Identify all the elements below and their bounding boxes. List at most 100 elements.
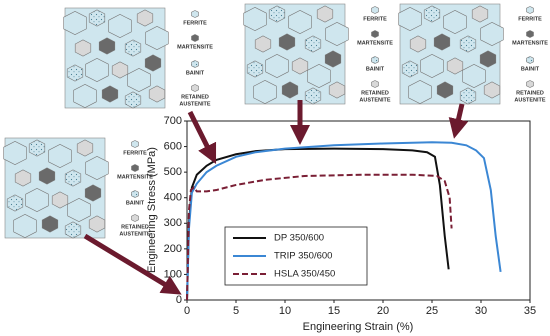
grain: [408, 79, 432, 105]
x-axis-title: Engineering Strain (%): [303, 321, 414, 333]
legend-label: TRIP 350/600: [274, 251, 332, 262]
grain: [291, 57, 309, 75]
y-tick-label: 300: [164, 217, 182, 229]
grain: [483, 81, 501, 99]
grain: [471, 5, 489, 23]
grain: [446, 57, 464, 75]
key-label: MARTENSITE: [177, 44, 213, 50]
key-label: BAINIT: [366, 66, 385, 72]
key-label: FERRITE: [123, 150, 147, 156]
grain: [73, 83, 97, 109]
grain: [64, 169, 82, 187]
grain: [101, 85, 119, 103]
grain: [64, 221, 82, 239]
key-icon: [191, 10, 199, 18]
grain: [136, 9, 154, 27]
key-label: BAINIT: [521, 66, 540, 72]
key-icon: [371, 56, 379, 64]
key-icon: [131, 214, 139, 222]
x-tick-label: 25: [426, 305, 438, 317]
grain: [328, 81, 346, 99]
key-icon: [526, 80, 534, 88]
grain: [253, 79, 277, 105]
key-label: FERRITE: [518, 16, 542, 22]
x-tick-label: 30: [475, 305, 487, 317]
grain: [325, 21, 349, 47]
grain: [66, 64, 84, 82]
x-tick-label: 35: [524, 305, 536, 317]
grain: [67, 197, 91, 223]
grain: [48, 143, 72, 169]
grain: [254, 35, 272, 53]
grain: [124, 91, 142, 109]
key-label: MARTENSITE: [512, 40, 548, 46]
arrows: [83, 100, 469, 295]
grain: [74, 39, 92, 57]
grain: [268, 5, 286, 23]
key-icon: [191, 60, 199, 68]
grain: [144, 54, 162, 72]
arrow: [83, 233, 182, 295]
series-line: [186, 173, 453, 301]
grain: [278, 33, 296, 51]
grain: [111, 61, 129, 79]
grain: [304, 35, 322, 53]
grain: [108, 13, 132, 39]
arrow: [448, 103, 469, 139]
key-icon: [131, 164, 139, 172]
grain: [436, 81, 454, 99]
microstructure-insets: FERRITEMARTENSITEBAINITRETAINEDAUSTENITE…: [3, 3, 548, 239]
grain: [127, 67, 151, 93]
x-tick-label: 20: [377, 305, 389, 317]
y-tick-label: 500: [164, 166, 182, 178]
key-label: AUSTENITE: [179, 101, 211, 107]
key-icon: [191, 84, 199, 92]
key-label: RETAINED: [361, 90, 389, 96]
y-tick-label: 600: [164, 140, 182, 152]
x-tick-label: 15: [328, 305, 340, 317]
grain: [409, 35, 427, 53]
key-icon: [371, 6, 379, 14]
grain: [479, 50, 497, 68]
key-label: FERRITE: [183, 20, 207, 26]
key-label: AUSTENITE: [119, 231, 151, 237]
key-icon: [526, 56, 534, 64]
y-tick-label: 100: [164, 268, 182, 280]
grain: [304, 87, 322, 105]
grain: [420, 53, 444, 79]
grain: [41, 215, 59, 233]
key-label: AUSTENITE: [514, 97, 546, 103]
x-tick-label: 5: [233, 305, 239, 317]
grain: [423, 5, 441, 23]
x-tick-label: 10: [279, 305, 291, 317]
y-axis-title: Engineering Stress (MPa): [146, 147, 158, 273]
key-icon: [131, 140, 139, 148]
key-label: BAINIT: [126, 200, 145, 206]
key-label: RETAINED: [181, 94, 209, 100]
y-tick-label: 0: [176, 294, 182, 306]
grain: [14, 169, 32, 187]
grain: [84, 184, 102, 202]
grain: [88, 215, 106, 233]
key-label: MARTENSITE: [357, 40, 393, 46]
arrow: [187, 110, 217, 165]
grain: [316, 5, 334, 23]
grain: [148, 85, 166, 103]
grain: [462, 63, 486, 89]
key-label: MARTENSITE: [117, 174, 153, 180]
grain: [433, 33, 451, 51]
series-line: [186, 141, 502, 301]
key-icon: [526, 6, 534, 14]
y-tick-label: 200: [164, 243, 182, 255]
grain: [459, 35, 477, 53]
grain: [480, 21, 504, 47]
grain: [6, 194, 24, 212]
legend-label: DP 350/600: [274, 233, 324, 244]
grain: [307, 63, 331, 89]
